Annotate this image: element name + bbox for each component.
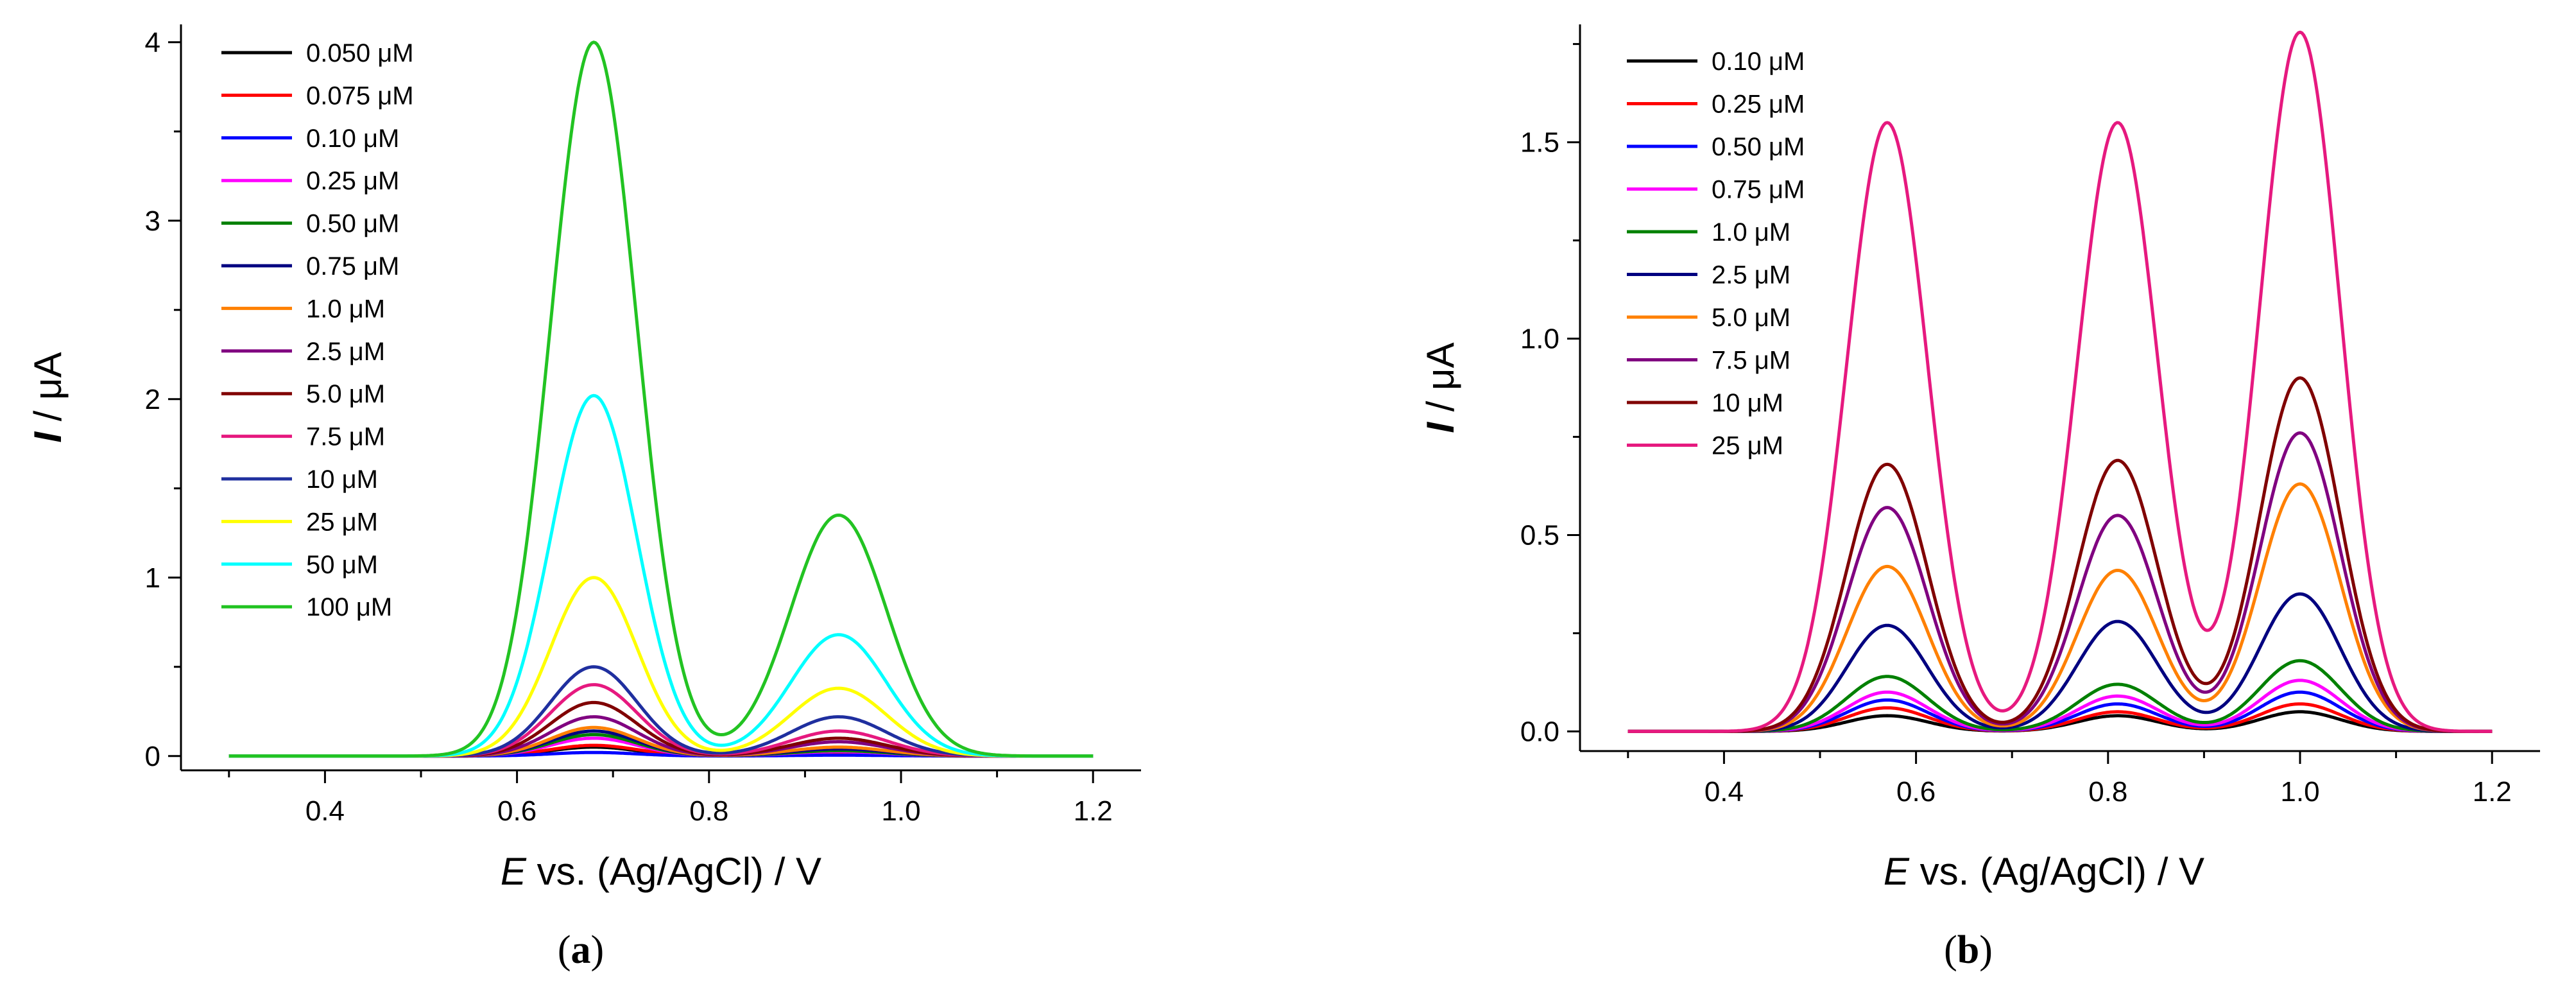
x-tick-label: 0.6 bbox=[497, 795, 537, 827]
x-tick-label: 0.4 bbox=[1704, 776, 1744, 808]
legend-label: 1.0 μM bbox=[1712, 218, 1790, 247]
y-tick-label: 1 bbox=[145, 562, 160, 594]
x-tick-label: 0.6 bbox=[1896, 776, 1936, 808]
legend-label: 0.10 μM bbox=[306, 125, 399, 153]
y-tick-label: 4 bbox=[145, 27, 160, 58]
legend-label: 0.50 μM bbox=[1712, 133, 1805, 161]
legend-label: 25 μM bbox=[1712, 432, 1783, 460]
series-line bbox=[228, 40, 1094, 758]
y-tick-label: 0.5 bbox=[1520, 519, 1559, 551]
y-axis-title: I / μA bbox=[26, 352, 69, 442]
x-axis-title: E vs. (Ag/AgCl) / V bbox=[501, 850, 821, 893]
x-tick-label: 1.0 bbox=[2280, 776, 2319, 808]
panel-label: (a) bbox=[558, 928, 604, 972]
legend-label: 0.050 μM bbox=[306, 39, 414, 67]
y-axis-title: I / μA bbox=[1419, 342, 1462, 433]
x-tick-label: 0.8 bbox=[2088, 776, 2127, 808]
legend-label: 7.5 μM bbox=[306, 423, 385, 451]
legend-label: 0.25 μM bbox=[306, 167, 399, 195]
legend-label: 5.0 μM bbox=[306, 380, 385, 408]
legend: 0.050 μM 0.075 μM 0.10 μM 0.25 μM 0.50 μM 0.7… bbox=[221, 39, 414, 621]
panel-b: 0.4 0.6 0.8 1.0 1.2 0.0 0.5 1.0 1.5 E vs. (Ag/AgC… bbox=[1419, 24, 2540, 972]
legend-label: 0.50 μM bbox=[306, 210, 399, 238]
legend-label: 50 μM bbox=[306, 551, 378, 579]
panel-label: (b) bbox=[1944, 928, 1993, 972]
y-tick-label: 1.5 bbox=[1520, 127, 1559, 159]
y-tick-label: 0.0 bbox=[1520, 716, 1559, 747]
y-tick-label: 0 bbox=[145, 741, 160, 772]
x-tick-label: 0.8 bbox=[689, 795, 728, 827]
legend-label: 10 μM bbox=[1712, 389, 1783, 417]
x-axis-title: E vs. (Ag/AgCl) / V bbox=[1884, 850, 2204, 893]
panel-a: 0.4 0.6 0.8 1.0 1.2 0 1 2 3 4 E vs. (Ag/AgCl) / V I… bbox=[26, 24, 1141, 972]
series-group bbox=[228, 40, 1094, 758]
x-tick-label: 1.2 bbox=[2473, 776, 2512, 808]
y-tick-label: 2 bbox=[145, 384, 160, 415]
series-group bbox=[1627, 30, 2493, 733]
legend-label: 7.5 μM bbox=[1712, 347, 1790, 375]
series-line bbox=[1627, 431, 2493, 733]
series-line bbox=[1627, 376, 2493, 733]
y-tick-label: 1.0 bbox=[1520, 324, 1559, 355]
legend-label: 0.75 μM bbox=[1712, 176, 1805, 204]
legend-label: 0.10 μM bbox=[1712, 48, 1805, 76]
legend-label: 2.5 μM bbox=[306, 338, 385, 366]
legend-label: 2.5 μM bbox=[1712, 261, 1790, 290]
legend-label: 25 μM bbox=[306, 508, 378, 536]
legend-label: 10 μM bbox=[306, 465, 378, 494]
legend-label: 0.25 μM bbox=[1712, 91, 1805, 119]
legend: 0.10 μM 0.25 μM 0.50 μM 0.75 μM 1.0 μM 2.5 μM… bbox=[1627, 48, 1805, 460]
series-line bbox=[1627, 30, 2493, 733]
legend-label: 0.75 μM bbox=[306, 252, 399, 281]
legend-label: 100 μM bbox=[306, 593, 392, 621]
y-tick-label: 3 bbox=[145, 205, 160, 237]
legend-label: 1.0 μM bbox=[306, 295, 385, 323]
legend-label: 5.0 μM bbox=[1712, 304, 1790, 332]
x-tick-label: 1.0 bbox=[881, 795, 920, 827]
x-tick-label: 0.4 bbox=[305, 795, 345, 827]
x-tick-label: 1.2 bbox=[1074, 795, 1113, 827]
legend-label: 0.075 μM bbox=[306, 82, 414, 110]
